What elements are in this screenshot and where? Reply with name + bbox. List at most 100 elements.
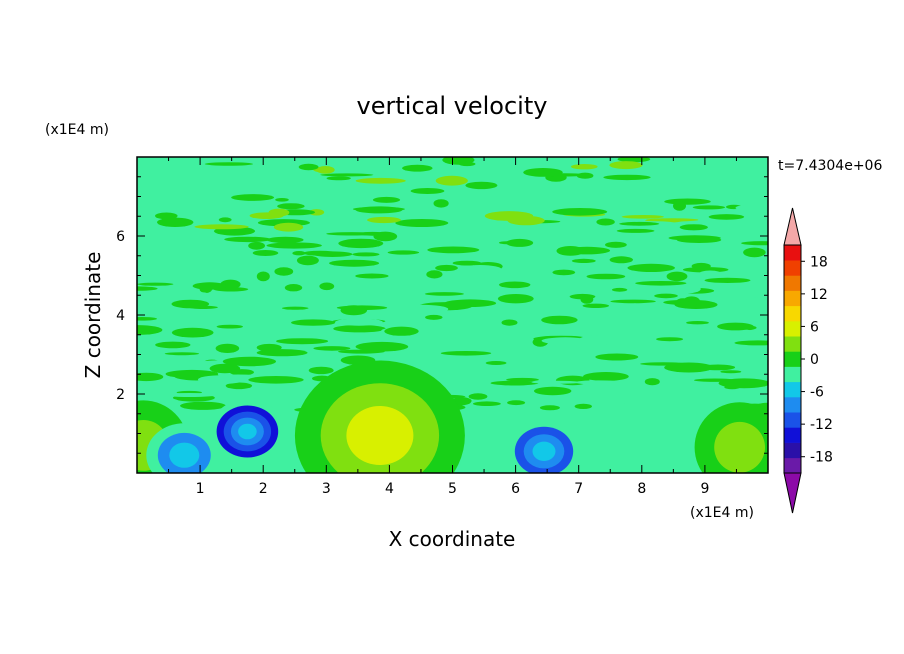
field-patch (668, 235, 721, 241)
field-patch (507, 400, 526, 406)
field-patch (137, 272, 175, 276)
field-patch (619, 221, 660, 226)
colorbar-under-arrow (783, 472, 802, 514)
field-patch (621, 215, 664, 219)
field-patch (574, 380, 622, 385)
field-patch (523, 168, 563, 177)
field-patch (425, 314, 443, 320)
field-patch (679, 224, 708, 231)
field-patch (384, 326, 419, 336)
field-patch (326, 176, 351, 181)
field-patch (735, 205, 758, 211)
field-patch (743, 297, 768, 307)
field-patch (663, 284, 701, 294)
x-axis: 1 2 3 4 5 6 7 8 9 (136, 157, 769, 497)
field-patch (686, 321, 709, 325)
colorbar-band (784, 336, 801, 352)
field-patch (137, 286, 158, 291)
field-patch (452, 260, 482, 266)
field-patch (222, 356, 276, 367)
field-patch (231, 194, 275, 201)
field-patch (296, 255, 319, 266)
colorbar-tick-label: -12 (810, 417, 833, 433)
field-patch (435, 175, 468, 186)
colorbar-band (784, 412, 801, 428)
field-patch (155, 341, 191, 349)
field-patch (574, 403, 592, 409)
field-patch (217, 374, 259, 378)
field-patch (157, 217, 194, 227)
plot-area (137, 157, 768, 473)
field-patch (359, 231, 387, 236)
y-axis-label: Z coordinate (81, 252, 105, 379)
y-tick-label: 6 (116, 229, 125, 245)
field-patch (682, 267, 729, 273)
field-patch (249, 212, 284, 219)
field-patch (485, 361, 507, 365)
field-patch (372, 196, 401, 203)
field-patch (718, 378, 768, 389)
field-patch (267, 236, 304, 244)
field-patch (534, 386, 572, 396)
field-patch (277, 203, 305, 210)
field-patch (586, 273, 626, 280)
colorbar-band (784, 457, 801, 474)
field-patch (717, 322, 754, 331)
field-patch (650, 182, 697, 188)
field-patch (541, 337, 590, 345)
field-patch (204, 162, 254, 166)
field-patch (708, 214, 745, 220)
colorbar-band (784, 366, 801, 383)
x-tick-label: 8 (637, 481, 646, 497)
field-patch (218, 217, 232, 223)
field-patch (137, 372, 164, 382)
field-patch (743, 291, 768, 298)
field-patch (275, 198, 289, 202)
field-patch (395, 219, 449, 227)
field-patch (622, 401, 653, 411)
y-tick-label: 2 (116, 387, 125, 403)
field-patch (276, 338, 329, 345)
field-patch (433, 199, 449, 208)
field-patch (595, 353, 639, 361)
field-patch (410, 188, 445, 194)
field-patch (734, 340, 768, 346)
field-patch (215, 343, 240, 353)
field-patch (473, 401, 501, 407)
field-patch (333, 325, 386, 333)
field-patch (676, 298, 690, 303)
colorbar-band (784, 260, 801, 276)
field-patch (427, 246, 480, 254)
colorbar-band (784, 351, 801, 367)
field-patch (252, 250, 279, 256)
field-patch (552, 269, 576, 276)
field-patch (320, 173, 374, 177)
field-patch (552, 208, 608, 216)
field-patch (319, 282, 335, 291)
field-patch (526, 357, 549, 367)
field-patch (313, 346, 351, 351)
field-patch (194, 224, 249, 230)
field-patch (367, 216, 401, 224)
field-patch (692, 205, 726, 210)
field-patch (424, 292, 464, 296)
y-axis: 2 4 6 (116, 156, 768, 474)
field-patch (137, 317, 158, 321)
field-patch (497, 294, 534, 304)
colorbar-band (784, 381, 801, 398)
colorbar-band (784, 397, 801, 413)
field-patch (440, 351, 492, 356)
x-tick-label: 3 (322, 481, 331, 497)
field-patch (291, 319, 336, 326)
field-patch (266, 242, 322, 249)
field-layer (137, 157, 768, 414)
field-patch (457, 265, 503, 275)
field-patch (468, 393, 488, 400)
field-patch (155, 212, 178, 220)
field-patch (209, 363, 241, 374)
x-unit-label: (x1E4 m) (690, 505, 754, 521)
x-tick-label: 6 (511, 481, 520, 497)
field-patch (609, 256, 633, 264)
field-patch (654, 293, 678, 299)
field-patch (458, 161, 476, 167)
